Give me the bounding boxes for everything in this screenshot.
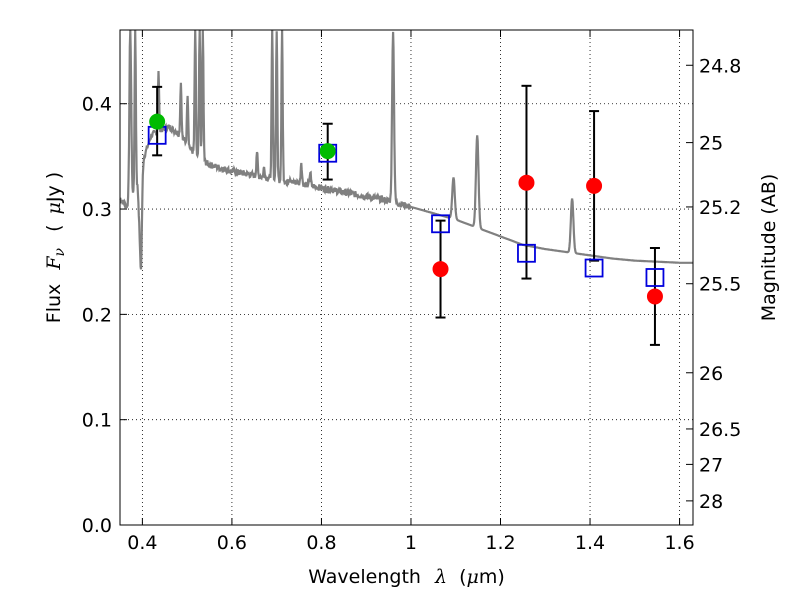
y-tick-label: 0.4 <box>82 94 112 116</box>
y-axis-title-subscript: ν <box>52 247 68 256</box>
x-tick-label: 0.8 <box>306 532 336 554</box>
y-axis-title-main: Flux <box>43 284 65 324</box>
x-tick-label: 1.6 <box>664 532 694 554</box>
right-axis-title: Magnitude (AB) <box>758 174 780 322</box>
y-axis-title-symbol: F <box>43 256 65 271</box>
right-tick-label: 28 <box>699 491 723 513</box>
x-tick-label: 1.2 <box>485 532 515 554</box>
model-square <box>584 258 604 278</box>
observed-point <box>518 174 535 191</box>
x-axis-title: Wavelength λ (μm) <box>308 566 505 588</box>
y-tick-label: 0.3 <box>82 199 112 221</box>
y-axis-title-unit-mu: μ <box>43 202 65 214</box>
x-axis-title-symbol: λ <box>434 566 447 588</box>
right-tick-label: 25.5 <box>699 274 741 296</box>
y-axis-title-unit-open: ( <box>43 225 65 232</box>
x-axis-title-unit-rest: m) <box>479 566 505 588</box>
y-tick-label: 0.2 <box>82 304 112 326</box>
ticks: 0.4 0.6 0.8 1 1.2 1.4 1.6 0.0 0.1 0.2 0.3 0.4 24.8 25… <box>82 30 741 554</box>
model-square <box>431 214 450 234</box>
right-tick-label: 26 <box>699 363 723 385</box>
x-axis-title-unit-mu: μ <box>467 566 479 588</box>
observed-point <box>319 143 336 160</box>
model-square <box>645 268 665 287</box>
x-tick-label: 1 <box>405 532 417 554</box>
y-tick-label: 0.1 <box>82 410 112 432</box>
right-tick-label: 25 <box>699 133 723 155</box>
observed-point <box>149 113 166 130</box>
right-tick-label: 25.2 <box>699 197 741 219</box>
observed-point <box>432 261 449 278</box>
errorbars <box>152 84 660 346</box>
x-tick-label: 0.6 <box>217 532 247 554</box>
observed-points <box>149 113 663 305</box>
observed-point <box>646 288 663 305</box>
model-photometry-points <box>147 125 665 287</box>
sed-line <box>119 29 693 270</box>
right-tick-label: 24.8 <box>699 55 741 77</box>
plot-frame <box>119 29 694 526</box>
grid <box>120 30 693 526</box>
x-tick-label: 0.4 <box>127 532 157 554</box>
x-axis-title-unit-open: ( <box>459 566 466 588</box>
y-axis-title: Flux Fν ( μJy ) <box>43 172 69 323</box>
right-tick-label: 27 <box>699 454 723 476</box>
y-axis-title-unit-rest: Jy ) <box>43 172 65 203</box>
y-tick-label: 0.0 <box>82 515 112 537</box>
x-axis-title-main: Wavelength <box>308 566 421 588</box>
right-tick-label: 26.5 <box>699 419 741 441</box>
x-tick-label: 1.4 <box>575 532 605 554</box>
observed-point <box>586 177 603 194</box>
sed-spectrum <box>119 29 693 270</box>
model-square <box>517 243 536 263</box>
